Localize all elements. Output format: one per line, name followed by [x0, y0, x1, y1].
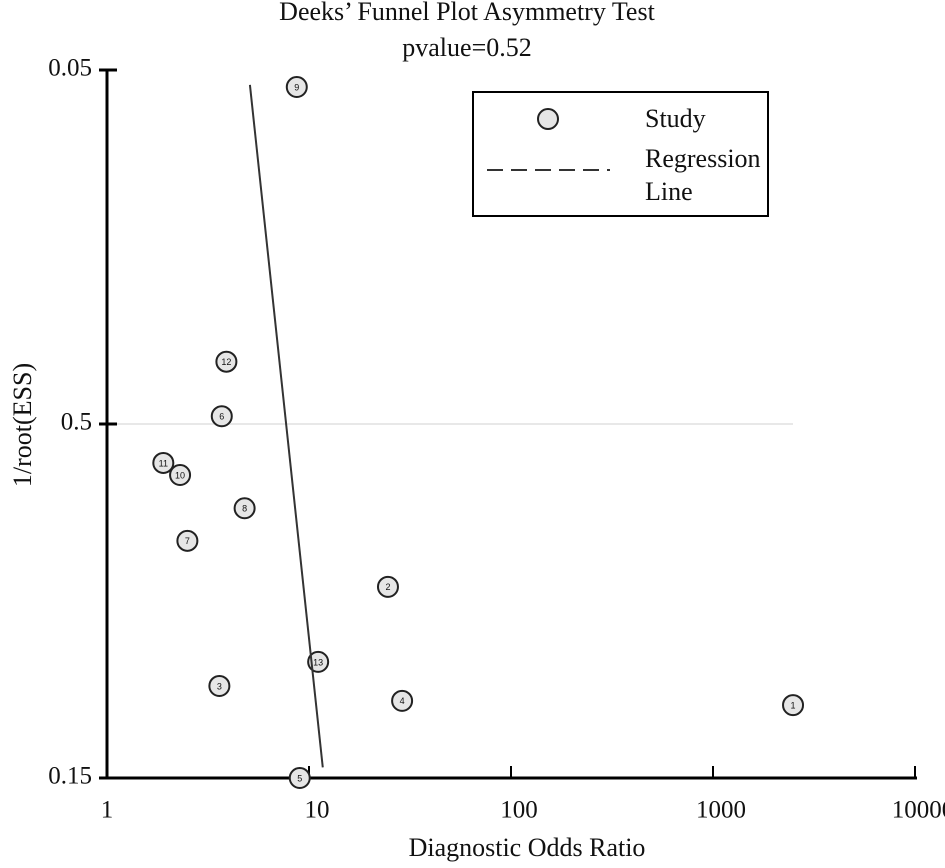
- study-point: [169, 463, 192, 486]
- study-label: 3: [217, 681, 222, 691]
- y-tick-label: 0.05: [48, 55, 92, 82]
- study-label: 9: [294, 82, 299, 92]
- legend-label: Study: [645, 104, 706, 133]
- study-label: 5: [297, 773, 302, 783]
- study-point: [176, 529, 199, 552]
- study-point: [391, 689, 414, 712]
- study-label: 4: [400, 696, 405, 706]
- y-tick-label: 0.5: [61, 409, 92, 436]
- legend-label: Regression Line: [645, 144, 761, 206]
- study-label: 12: [221, 357, 231, 367]
- study-label: 13: [313, 657, 323, 667]
- study-label: 11: [159, 458, 168, 468]
- chart-subtitle: pvalue=0.52: [402, 33, 531, 62]
- study-label: 2: [385, 582, 390, 592]
- x-tick-label: 10: [305, 797, 330, 824]
- study-label: 1: [791, 700, 796, 710]
- study-point: [210, 405, 233, 428]
- x-tick-label: 1000: [696, 797, 746, 824]
- study-point: [208, 674, 231, 697]
- study-point: [376, 575, 399, 598]
- y-axis-label: 1/root(ESS): [8, 363, 37, 487]
- x-axis-label: Diagnostic Odds Ratio: [409, 833, 646, 862]
- study-point: [215, 350, 238, 373]
- study-label: 10: [175, 470, 185, 480]
- x-tick-label: 1: [101, 797, 114, 824]
- study-label: 6: [219, 412, 224, 422]
- study-point: [288, 767, 311, 789]
- study-point: [307, 650, 330, 673]
- study-label: 8: [242, 504, 247, 514]
- study-point: [782, 694, 805, 717]
- x-tick-label: 100: [500, 797, 538, 824]
- chart-title: Deeks’ Funnel Plot Asymmetry Test: [279, 0, 655, 26]
- regression-line: [248, 84, 324, 768]
- legend-box: [472, 91, 769, 217]
- study-point: [152, 451, 175, 474]
- legend-marker: [537, 108, 559, 130]
- study-point: [233, 497, 256, 520]
- x-tick-label: 10000: [892, 797, 945, 824]
- study-label: 7: [185, 536, 190, 546]
- y-tick-label: 0.15: [48, 763, 92, 790]
- study-point: [285, 75, 308, 98]
